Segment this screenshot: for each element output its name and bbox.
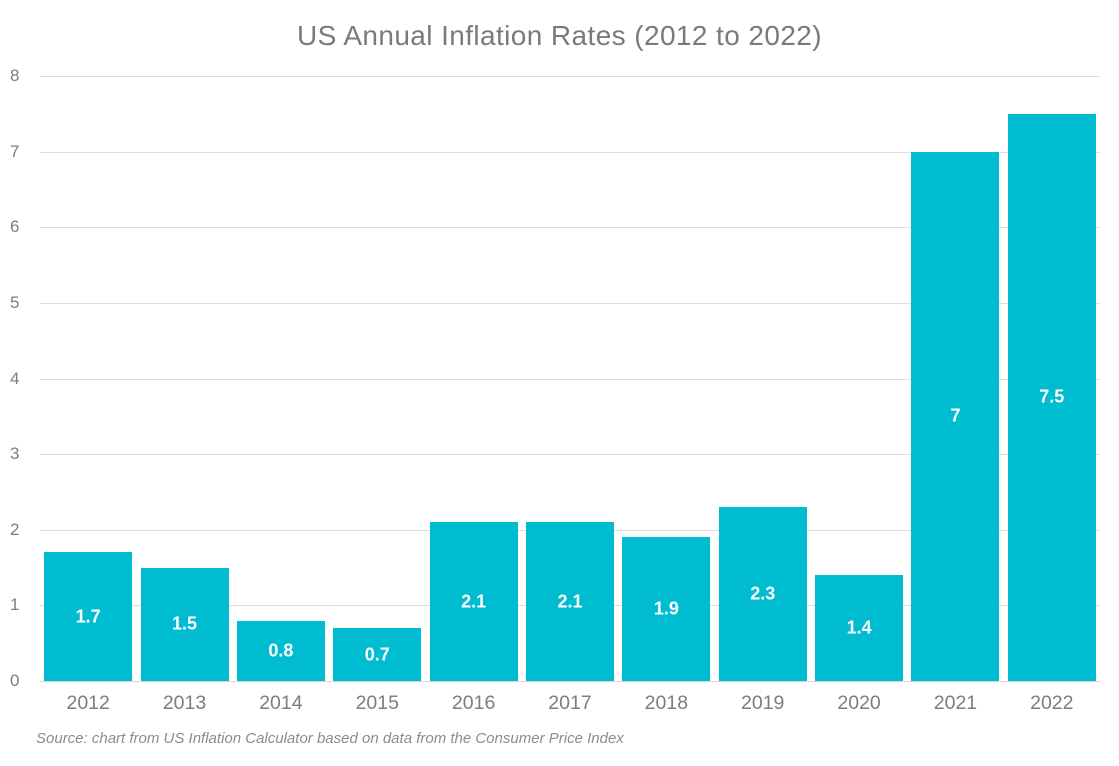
x-tick-label-2021: 2021	[933, 692, 978, 714]
bar-2020: 1.4	[815, 575, 904, 681]
bar-2015: 0.7	[333, 628, 422, 681]
y-tick-label-5: 5	[10, 292, 20, 312]
bar-value-label-2016: 2.1	[461, 591, 487, 612]
x-tick-label-2014: 2014	[259, 692, 303, 714]
gridline-5	[40, 302, 1100, 304]
x-tick-label-2018: 2018	[644, 692, 689, 714]
bar-value-label-2014: 0.8	[268, 640, 294, 661]
chart-title: US Annual Inflation Rates (2012 to 2022)	[296, 20, 822, 51]
bar-2021: 7	[911, 151, 1000, 681]
source-note: Source: chart from US Inflation Calculat…	[36, 730, 624, 747]
gridline-8	[40, 76, 1100, 77]
x-tick-label-2012: 2012	[66, 692, 110, 714]
x-tick-label-2020: 2020	[837, 692, 881, 714]
bar-2012: 1.7	[44, 552, 133, 681]
y-tick-label-7: 7	[10, 141, 20, 161]
y-tick-label-0: 0	[10, 671, 20, 690]
bar-value-label-2020: 1.4	[846, 617, 872, 638]
bar-value-label-2017: 2.1	[557, 591, 583, 612]
x-tick-label-2017: 2017	[548, 692, 592, 714]
gridline-4	[40, 378, 1100, 380]
bar-value-label-2015: 0.7	[364, 644, 390, 665]
bar-value-label-2021: 7	[950, 405, 961, 426]
plot-area: 1.7 1.5 0.8 0.7 2.1 2.1 1.9 2.3 1.4 7 7.5	[40, 76, 1100, 682]
bar-2016: 2.1	[429, 522, 518, 681]
gridline-7	[40, 151, 1100, 153]
bar-value-label-2018: 1.9	[653, 598, 679, 619]
x-tick-label-2022: 2022	[1030, 692, 1074, 714]
bar-2018: 1.9	[622, 537, 711, 681]
gridline-6	[40, 227, 1100, 229]
gridline-3	[40, 454, 1100, 456]
bar-2022: 7.5	[1007, 113, 1096, 681]
bar-value-label-2013: 1.5	[172, 613, 198, 634]
bar-2014: 0.8	[236, 620, 325, 681]
bar-2017: 2.1	[526, 522, 614, 681]
bar-value-label-2019: 2.3	[750, 583, 776, 604]
y-tick-label-6: 6	[10, 217, 20, 237]
bar-2013: 1.5	[140, 567, 229, 681]
bar-value-label-2022: 7.5	[1039, 386, 1065, 407]
y-tick-label-8: 8	[10, 66, 20, 85]
x-tick-label-2013: 2013	[162, 692, 207, 714]
x-tick-label-2015: 2015	[355, 692, 399, 714]
x-tick-label-2019: 2019	[741, 692, 785, 714]
y-tick-label-4: 4	[10, 368, 20, 388]
bar-2019: 2.3	[718, 507, 807, 681]
x-tick-label-2016: 2016	[451, 692, 496, 714]
y-tick-label-1: 1	[10, 595, 20, 615]
y-tick-label-3: 3	[10, 444, 20, 464]
bar-value-label-2012: 1.7	[75, 606, 101, 627]
y-tick-label-2: 2	[10, 519, 20, 539]
